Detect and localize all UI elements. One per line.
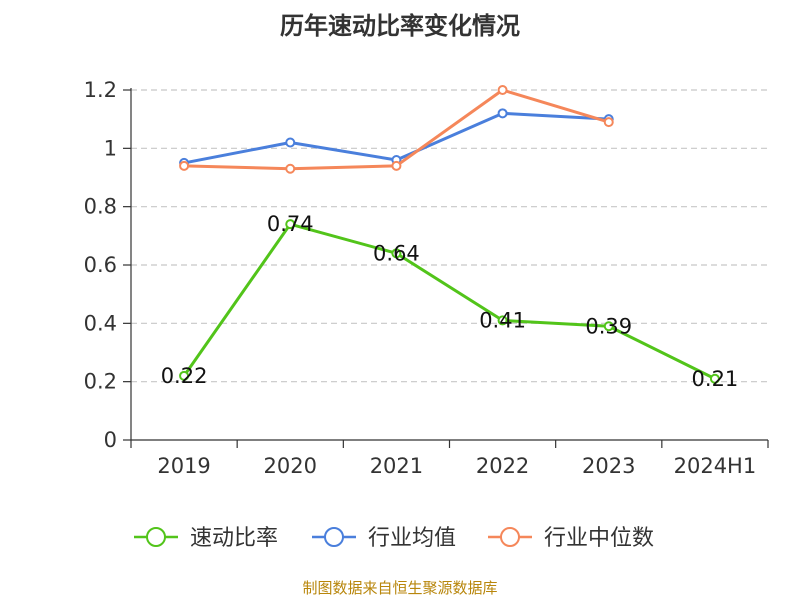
y-tick-label-5: 1	[104, 136, 117, 160]
x-tick-label-2020: 2020	[264, 454, 317, 478]
legend-marker-1	[324, 527, 344, 547]
legend-item-0[interactable]: 速动比率	[134, 526, 278, 551]
axis-layer: 0 0.2 0.4 0.6 0.8 1 1.2 2019 2020 2021 2022 2023 202…	[84, 78, 769, 478]
data-label-2023: 0.39	[585, 314, 632, 338]
data-point-s2-2021[interactable]	[391, 160, 402, 171]
data-point-s0-2020[interactable]	[285, 219, 296, 230]
y-tick-label-1: 0.2	[84, 370, 117, 394]
y-tick-label-0: 0	[104, 428, 117, 452]
legend[interactable]: 速动比率 行业均值 行业中位数	[134, 526, 654, 551]
data-label-2019: 0.22	[161, 364, 208, 388]
data-point-s2-2020[interactable]	[285, 163, 296, 174]
legend-item-1[interactable]: 行业均值	[312, 526, 456, 551]
data-point-s2-2022[interactable]	[497, 85, 508, 95]
data-point-s0-2024H1[interactable]	[709, 373, 720, 384]
grid-layer	[131, 89, 768, 383]
x-tick-label-2023: 2023	[582, 454, 635, 478]
x-tick-label-2022: 2022	[476, 454, 529, 478]
series-line-0	[182, 222, 716, 381]
legend-label-0: 速动比率	[190, 526, 278, 551]
series-0	[179, 219, 720, 384]
y-tick-label-4: 0.8	[84, 195, 117, 219]
y-tick-label-2: 0.4	[84, 311, 117, 335]
series-layer	[179, 85, 720, 384]
data-point-s0-2019[interactable]	[179, 370, 190, 381]
y-tick-label-3: 0.6	[84, 253, 117, 277]
series-1	[179, 108, 614, 168]
x-tick-label-2024H1: 2024H1	[674, 454, 757, 478]
data-point-s0-2021[interactable]	[391, 248, 402, 259]
legend-item-2[interactable]: 行业中位数	[488, 526, 654, 551]
source-note: 制图数据来自恒生聚源数据库	[302, 579, 498, 597]
x-tick-label-2021: 2021	[370, 454, 423, 478]
chart-title: 历年速动比率变化情况	[280, 12, 520, 40]
data-point-s0-2022[interactable]	[497, 315, 508, 326]
data-point-s1-2022[interactable]	[497, 108, 508, 119]
data-label-2022: 0.41	[479, 308, 526, 332]
x-tick-label-2019: 2019	[157, 454, 210, 478]
data-label-2021: 0.64	[373, 241, 420, 265]
legend-marker-2	[500, 527, 520, 547]
legend-label-1: 行业均值	[368, 526, 456, 551]
data-point-s0-2023[interactable]	[603, 321, 614, 332]
label-layer: 0.22 0.74 0.64 0.41 0.39 0.21	[161, 212, 739, 391]
data-point-s2-2023[interactable]	[603, 117, 614, 128]
legend-marker-0	[146, 527, 166, 547]
series-2	[179, 85, 614, 174]
data-label-2020: 0.74	[267, 212, 314, 236]
y-tick-label-6: 1.2	[84, 78, 117, 102]
data-point-s1-2020[interactable]	[285, 137, 296, 148]
legend-label-2: 行业中位数	[544, 526, 654, 551]
data-label-2024H1: 0.21	[692, 367, 739, 391]
data-point-s2-2019[interactable]	[179, 160, 190, 171]
